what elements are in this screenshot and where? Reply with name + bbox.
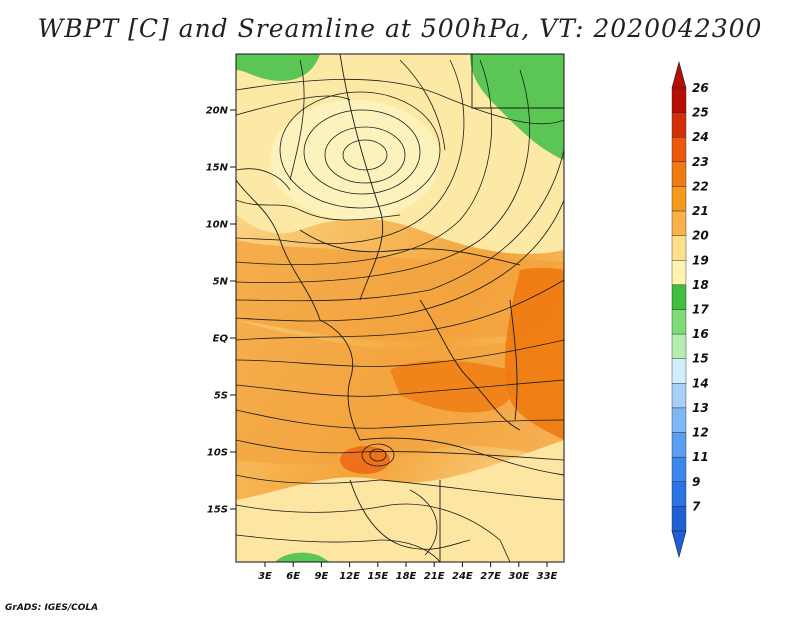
colorbar-label: 11 <box>692 450 709 464</box>
colorbar-swatch <box>671 432 687 458</box>
colorbar-swatch <box>671 235 687 261</box>
colorbar-label: 23 <box>692 155 709 169</box>
colorbar-swatch <box>671 87 687 113</box>
colorbar-swatch <box>671 481 687 507</box>
map-title: WBPT [C] and Sreamline at 500hPa, VT: 20… <box>37 14 763 43</box>
colorbar-label: 17 <box>692 303 709 317</box>
map-frame <box>235 53 565 563</box>
colorbar-label: 20 <box>692 229 709 243</box>
longitude-axis: 3E 6E 9E 12E 15E 18E 21E 24E 27E 30E 33E <box>258 562 558 582</box>
colorbar-swatch <box>671 137 687 163</box>
lon-tick-label: 6E <box>286 571 300 582</box>
country-borders <box>236 54 564 562</box>
wbpt-17-northeast-patch <box>470 54 564 160</box>
colorbar-label: 12 <box>692 426 709 440</box>
colorbar-bottom-arrow <box>671 530 687 559</box>
colorbar-label: 14 <box>692 376 709 390</box>
wbpt-17-northwest-patch <box>236 54 320 81</box>
wbpt-23-east-patch <box>504 267 564 440</box>
lon-tick-label: 30E <box>508 571 529 582</box>
credit-label: GrADS: IGES/COLA <box>5 603 99 613</box>
lat-tick-label: 5S <box>214 391 228 402</box>
wbpt-field <box>236 54 564 562</box>
wbpt-23-central-patch <box>390 360 514 413</box>
lat-tick-label: EQ <box>213 334 229 345</box>
colorbar-swatch <box>671 284 687 310</box>
lon-tick-label: 12E <box>339 571 360 582</box>
colorbar-label: 22 <box>692 179 709 193</box>
colorbar-label: 18 <box>692 278 709 292</box>
lon-tick-label: 15E <box>367 571 388 582</box>
colorbar-swatch <box>671 358 687 384</box>
wbpt-19-south <box>236 440 564 562</box>
colorbar-swatch <box>671 383 687 409</box>
wbpt-24-south-patch <box>340 446 390 474</box>
colorbar-swatch <box>671 407 687 433</box>
colorbar-swatch <box>671 186 687 212</box>
colorbar-label: 9 <box>692 475 700 489</box>
colorbar-swatch <box>671 112 687 138</box>
colorbar-swatch <box>671 456 687 482</box>
colorbar-swatch <box>671 506 687 532</box>
colorbar-label: 24 <box>692 130 709 144</box>
colorbar-label: 26 <box>692 81 709 95</box>
streamlines <box>236 59 564 562</box>
lon-tick-label: 3E <box>258 571 272 582</box>
lat-tick-label: 15N <box>206 163 229 174</box>
colorbar-swatch <box>671 210 687 236</box>
colorbar-label: 13 <box>692 401 709 415</box>
wbpt-18-cyclone-core <box>270 100 440 220</box>
colorbar-swatch <box>671 260 687 286</box>
lat-tick-label: 15S <box>207 505 228 516</box>
colorbar-top-arrow <box>671 60 687 89</box>
colorbar-label: 25 <box>692 106 709 120</box>
lon-tick-label: 24E <box>452 571 473 582</box>
colorbar-label: 21 <box>692 204 709 218</box>
wbpt-17-south-patch <box>275 552 330 562</box>
lon-tick-label: 9E <box>315 571 329 582</box>
colorbar-label: 7 <box>692 499 701 513</box>
lon-tick-label: 33E <box>537 571 558 582</box>
lat-tick-label: 5N <box>213 277 229 288</box>
lat-tick-label: 10S <box>207 448 228 459</box>
colorbar-label: 15 <box>692 352 709 366</box>
lat-tick-label: 10N <box>206 220 229 231</box>
colorbar-swatch <box>671 161 687 187</box>
lon-tick-label: 27E <box>480 571 501 582</box>
latitude-axis: 20N 15N 10N 5N EQ 5S 10S 15S <box>206 106 236 516</box>
lon-tick-label: 21E <box>424 571 445 582</box>
colorbar-label: 19 <box>692 253 709 267</box>
colorbar-swatch <box>671 333 687 359</box>
colorbar-label: 16 <box>692 327 709 341</box>
lat-tick-label: 20N <box>206 106 229 117</box>
colorbar-swatch <box>671 309 687 335</box>
lon-tick-label: 18E <box>396 571 417 582</box>
colorbar: 26 25 24 23 22 21 20 19 18 17 16 15 14 13 12 11 9 7 <box>671 60 709 559</box>
